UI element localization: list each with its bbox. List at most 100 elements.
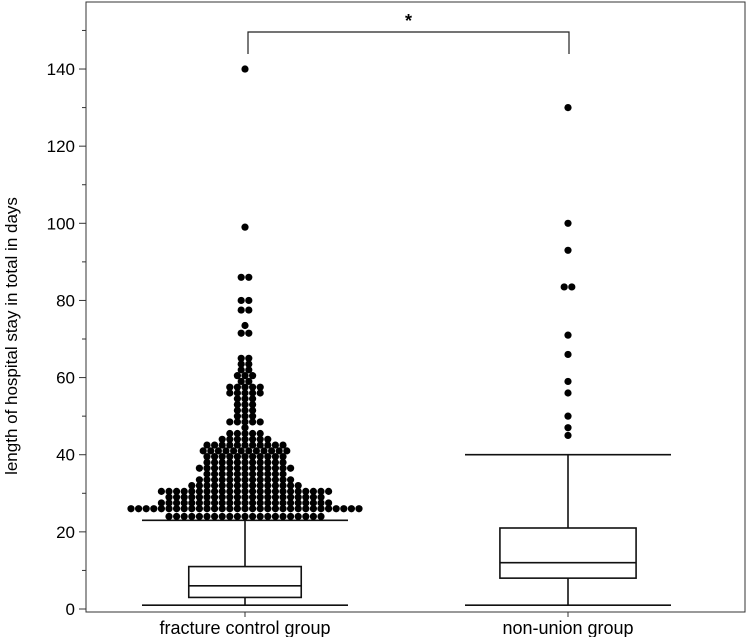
- outlier-point: [188, 487, 196, 495]
- outlier-point: [211, 464, 219, 472]
- outlier-point: [560, 283, 568, 291]
- outlier-point: [233, 487, 241, 495]
- outlier-point: [233, 372, 241, 380]
- outlier-point: [256, 418, 264, 426]
- significance-bracket: [247, 31, 570, 54]
- outlier-point: [271, 470, 279, 478]
- outlier-point: [245, 329, 253, 337]
- outlier-point: [256, 487, 264, 495]
- outlier-point: [279, 493, 287, 501]
- outlier-point: [249, 453, 257, 461]
- outlier-point: [233, 493, 241, 501]
- outlier-point: [233, 453, 241, 461]
- outlier-point: [173, 505, 181, 513]
- outlier-point: [271, 493, 279, 501]
- outlier-point: [271, 476, 279, 484]
- outlier-point: [325, 505, 333, 513]
- outlier-point: [256, 435, 264, 443]
- outlier-point: [249, 487, 257, 495]
- outlier-point: [564, 412, 572, 420]
- y-tick-label: 40: [56, 446, 75, 465]
- outlier-point: [317, 493, 325, 501]
- outlier-point: [256, 505, 264, 513]
- outlier-point: [233, 464, 241, 472]
- outlier-point: [241, 493, 249, 501]
- outlier-point: [173, 512, 181, 521]
- outlier-point: [195, 512, 203, 521]
- outlier-point: [203, 453, 211, 461]
- outlier-point: [287, 512, 295, 521]
- outlier-point: [271, 505, 279, 513]
- outlier-point: [256, 389, 264, 397]
- outlier-point: [203, 476, 211, 484]
- outlier-point: [173, 487, 181, 495]
- outlier-point: [279, 505, 287, 513]
- outlier-point: [233, 470, 241, 478]
- outlier-point: [165, 487, 173, 495]
- outlier-point: [279, 499, 287, 507]
- outlier-point: [256, 429, 264, 438]
- outlier-point: [226, 481, 234, 490]
- outlier-point: [245, 296, 253, 305]
- outlier-point: [203, 458, 211, 467]
- outlier-point: [287, 476, 295, 484]
- outlier-point: [241, 464, 249, 472]
- outlier-point: [249, 412, 257, 420]
- outlier-point: [325, 499, 333, 507]
- outlier-point: [211, 458, 219, 467]
- outlier-point: [241, 499, 249, 507]
- y-tick-label: 140: [47, 60, 75, 79]
- outlier-point: [226, 458, 234, 467]
- y-tick-label: 0: [66, 600, 75, 619]
- outlier-point: [279, 470, 287, 478]
- outlier-point: [218, 453, 226, 461]
- outlier-point: [275, 447, 283, 455]
- outlier-point: [157, 499, 165, 507]
- outlier-point: [233, 429, 241, 438]
- outlier-point: [218, 458, 226, 467]
- outlier-point: [241, 453, 249, 461]
- outlier-point: [271, 458, 279, 467]
- outlier-point: [256, 499, 264, 507]
- outlier-point: [271, 487, 279, 495]
- outlier-point: [203, 505, 211, 513]
- outlier-point: [271, 481, 279, 490]
- outlier-point: [241, 441, 249, 449]
- outlier-point: [294, 505, 302, 513]
- outlier-point: [256, 512, 264, 521]
- outlier-point: [279, 487, 287, 495]
- outlier-point: [245, 377, 253, 386]
- outlier-point: [256, 470, 264, 478]
- outlier-point: [211, 505, 219, 513]
- outlier-point: [260, 447, 268, 455]
- outlier-point: [309, 512, 317, 521]
- y-axis-title: length of hospital stay in total in days: [2, 197, 21, 475]
- outlier-point: [218, 464, 226, 472]
- outlier-point: [218, 487, 226, 495]
- outlier-point: [241, 389, 249, 397]
- outlier-point: [249, 383, 257, 391]
- outlier-point: [226, 487, 234, 495]
- outlier-point: [249, 372, 257, 380]
- outlier-point: [241, 406, 249, 414]
- outlier-point: [218, 476, 226, 484]
- outlier-point: [226, 418, 234, 426]
- outlier-point: [195, 493, 203, 501]
- outlier-point: [249, 512, 257, 521]
- outlier-point: [218, 470, 226, 478]
- outlier-point: [241, 400, 249, 409]
- outlier-point: [226, 453, 234, 461]
- outlier-point: [237, 354, 245, 362]
- outlier-point: [249, 395, 257, 403]
- y-tick-label: 20: [56, 523, 75, 542]
- outlier-point: [252, 447, 260, 455]
- outlier-point: [249, 429, 257, 438]
- outlier-point: [287, 505, 295, 513]
- outlier-point: [226, 512, 234, 521]
- outlier-point: [226, 493, 234, 501]
- outlier-point: [211, 487, 219, 495]
- outlier-point: [564, 331, 572, 339]
- outlier-point: [165, 493, 173, 501]
- outlier-point: [233, 499, 241, 507]
- outlier-point: [249, 470, 257, 478]
